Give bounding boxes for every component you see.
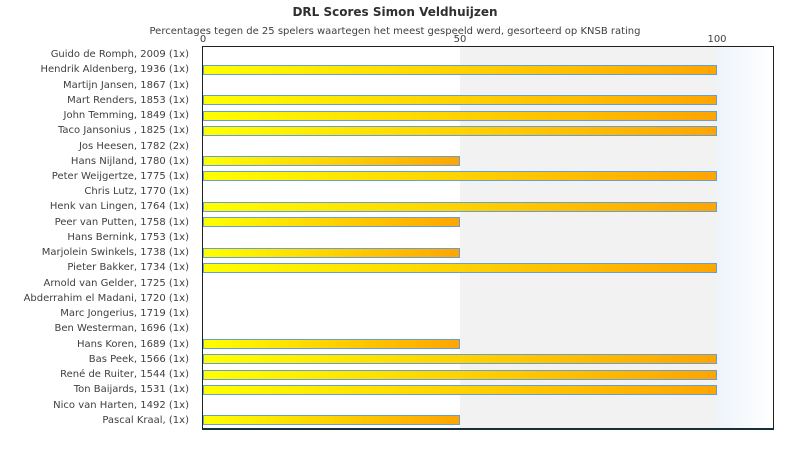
x-axis-tick-label: 100 — [707, 34, 727, 45]
bar-row — [203, 199, 773, 214]
x-axis-tick-label: 50 — [453, 34, 467, 45]
bar — [203, 95, 717, 106]
category-label: Ben Westerman, 1696 (1x) — [54, 323, 189, 335]
category-label: Mart Renders, 1853 (1x) — [67, 94, 189, 106]
bar — [203, 64, 717, 75]
category-label: Peer van Putten, 1758 (1x) — [54, 216, 189, 228]
chart-title: DRL Scores Simon Veldhuijzen — [292, 5, 498, 19]
category-label: René de Ruiter, 1544 (1x) — [60, 369, 189, 381]
bar-row — [203, 321, 773, 336]
bar-row — [203, 123, 773, 138]
category-label: Hendrik Aldenberg, 1936 (1x) — [40, 64, 189, 76]
overflow-band — [717, 47, 773, 428]
x-axis: 0 50 100 — [0, 34, 790, 46]
bar-row — [203, 367, 773, 382]
bar — [203, 339, 460, 350]
x-axis-tick-label: 0 — [199, 34, 207, 45]
category-label: Jos Heesen, 1782 (2x) — [78, 140, 189, 152]
category-label: Bas Peek, 1566 (1x) — [88, 353, 189, 365]
bar — [203, 247, 460, 258]
bar-row — [203, 352, 773, 367]
plot-area — [202, 46, 774, 430]
bar — [203, 156, 460, 167]
bar — [203, 171, 717, 182]
category-label: Guido de Romph, 2009 (1x) — [50, 49, 189, 61]
bar-row — [203, 169, 773, 184]
category-label: Marjolein Swinkels, 1738 (1x) — [41, 247, 189, 259]
bar-row — [203, 138, 773, 153]
bar-row — [203, 77, 773, 92]
bar — [203, 110, 717, 121]
category-label: Taco Jansonius , 1825 (1x) — [57, 125, 189, 137]
category-label: Ton Baijards, 1531 (1x) — [73, 384, 189, 396]
shaded-band-50-100 — [460, 47, 717, 428]
bar-row — [203, 245, 773, 260]
bar-row — [203, 108, 773, 123]
bar — [203, 201, 717, 212]
bar-row — [203, 215, 773, 230]
category-label: Martijn Jansen, 1867 (1x) — [62, 79, 189, 91]
bar-row — [203, 291, 773, 306]
category-label: Pascal Kraal, (1x) — [102, 414, 189, 426]
category-label: Hans Bernink, 1753 (1x) — [67, 231, 189, 243]
category-label: Pieter Bakker, 1734 (1x) — [67, 262, 189, 274]
category-label: Hans Koren, 1689 (1x) — [76, 338, 189, 350]
category-label: Chris Lutz, 1770 (1x) — [84, 186, 189, 198]
category-label: Nico van Harten, 1492 (1x) — [53, 399, 189, 411]
bar-row — [203, 47, 773, 62]
bar — [203, 415, 460, 426]
category-label: Hans Nijland, 1780 (1x) — [70, 155, 189, 167]
bar-row — [203, 93, 773, 108]
bar-row — [203, 184, 773, 199]
category-label: Abderrahim el Madani, 1720 (1x) — [23, 292, 189, 304]
bar-row — [203, 276, 773, 291]
category-label: Arnold van Gelder, 1725 (1x) — [43, 277, 189, 289]
bar-row — [203, 154, 773, 169]
bar-row — [203, 382, 773, 397]
bar — [203, 384, 717, 395]
bar-row — [203, 336, 773, 351]
bar — [203, 354, 717, 365]
bar — [203, 369, 717, 380]
bar-row — [203, 260, 773, 275]
bar-row — [203, 413, 773, 428]
bar-row — [203, 62, 773, 77]
bar-row — [203, 306, 773, 321]
category-label: Henk van Lingen, 1764 (1x) — [49, 201, 189, 213]
bar-row — [203, 230, 773, 245]
category-label: Marc Jongerius, 1719 (1x) — [60, 308, 189, 320]
bar-rows — [203, 47, 773, 428]
category-label: Peter Weijgertze, 1775 (1x) — [51, 170, 189, 182]
bar-row — [203, 397, 773, 412]
bar — [203, 262, 717, 273]
bar — [203, 125, 717, 136]
category-label: John Temming, 1849 (1x) — [63, 110, 190, 122]
bar — [203, 217, 460, 228]
chart-subtitle: Percentages tegen de 25 spelers waartege… — [149, 26, 641, 37]
category-labels: Guido de Romph, 2009 (1x) Hendrik Aldenbe… — [0, 47, 196, 428]
